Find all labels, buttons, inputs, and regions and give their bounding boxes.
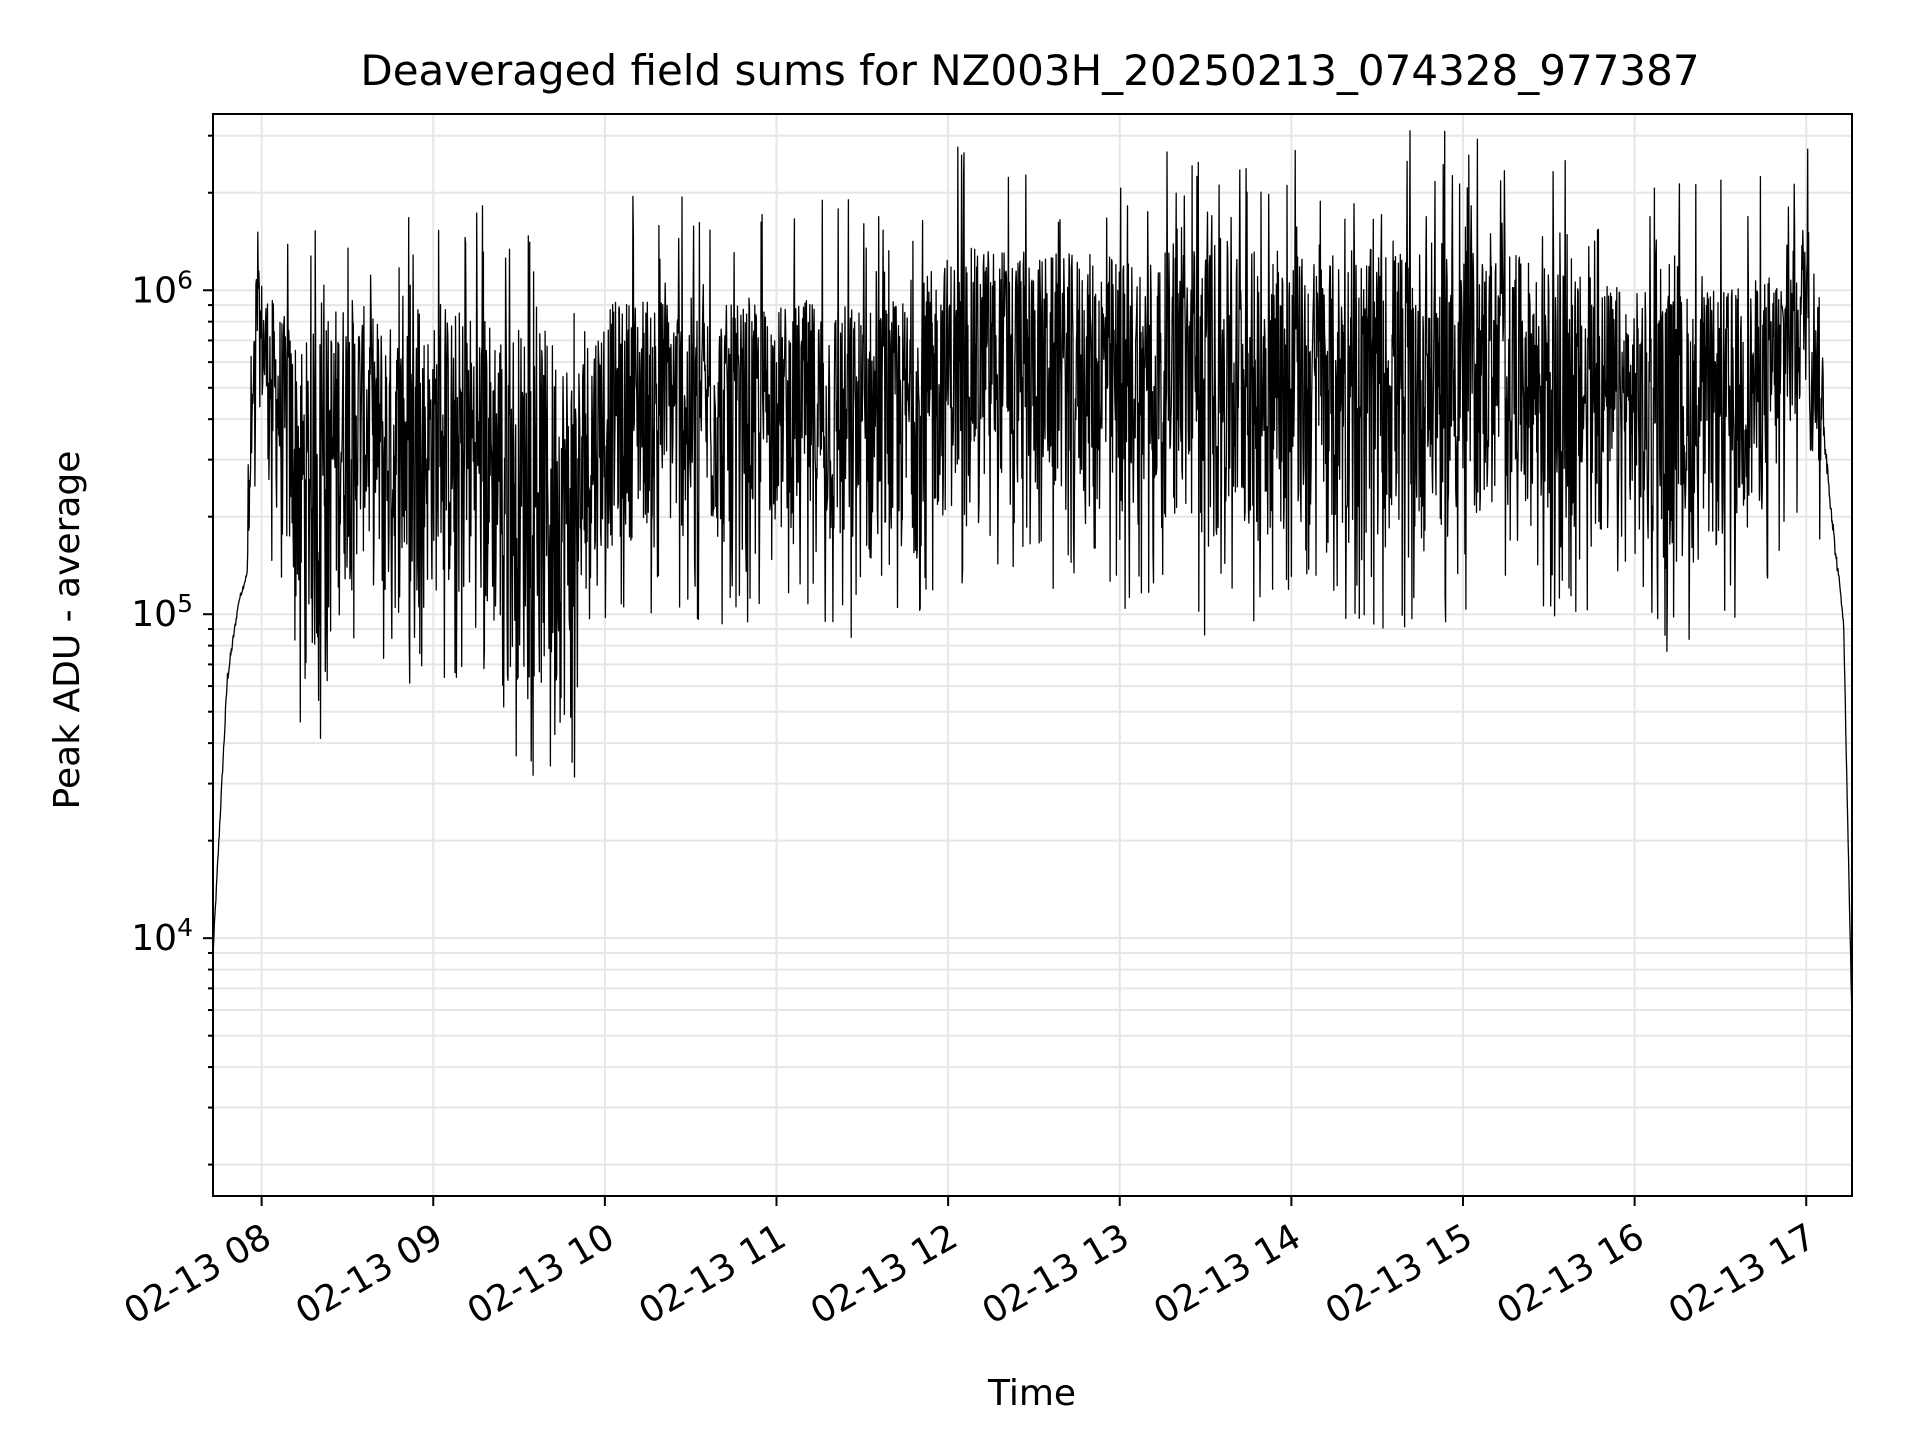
x-axis-label: Time <box>987 1373 1076 1414</box>
x-tick-label: 02-13 13 <box>976 1216 1137 1332</box>
series-line <box>212 130 1853 1024</box>
y-tick-exponent: 4 <box>177 913 193 942</box>
x-tick-label: 02-13 16 <box>1490 1216 1651 1332</box>
x-axis: 02-13 08 02-13 09 02-13 10 02-13 11 02-13 12… <box>117 1196 1823 1333</box>
x-tick-label: 02-13 09 <box>289 1216 450 1332</box>
x-tick-label: 02-13 12 <box>804 1216 965 1332</box>
x-tick-label: 02-13 14 <box>1147 1216 1308 1332</box>
y-tick-label: 106 <box>131 265 193 311</box>
grid <box>213 114 1852 1196</box>
chart-title: Deaveraged field sums for NZ003H_2025021… <box>360 46 1699 95</box>
y-axis-label: Peak ADU - average <box>47 451 88 810</box>
x-tick-label: 02-13 11 <box>632 1216 793 1332</box>
x-tick-label: 02-13 10 <box>461 1216 622 1332</box>
y-tick-base: 10 <box>131 270 177 311</box>
series-layer <box>212 130 1853 1024</box>
x-tick-label: 02-13 08 <box>117 1216 278 1332</box>
x-tick-label: 02-13 17 <box>1662 1216 1823 1332</box>
x-tick-label: 02-13 15 <box>1319 1216 1480 1332</box>
y-tick-base: 10 <box>131 594 177 635</box>
y-tick-exponent: 6 <box>177 265 193 294</box>
y-tick-base: 10 <box>131 918 177 959</box>
y-tick-exponent: 5 <box>177 589 193 618</box>
y-tick-label: 104 <box>131 913 193 959</box>
y-tick-label: 105 <box>131 589 193 635</box>
plot-frame <box>212 113 1853 1197</box>
